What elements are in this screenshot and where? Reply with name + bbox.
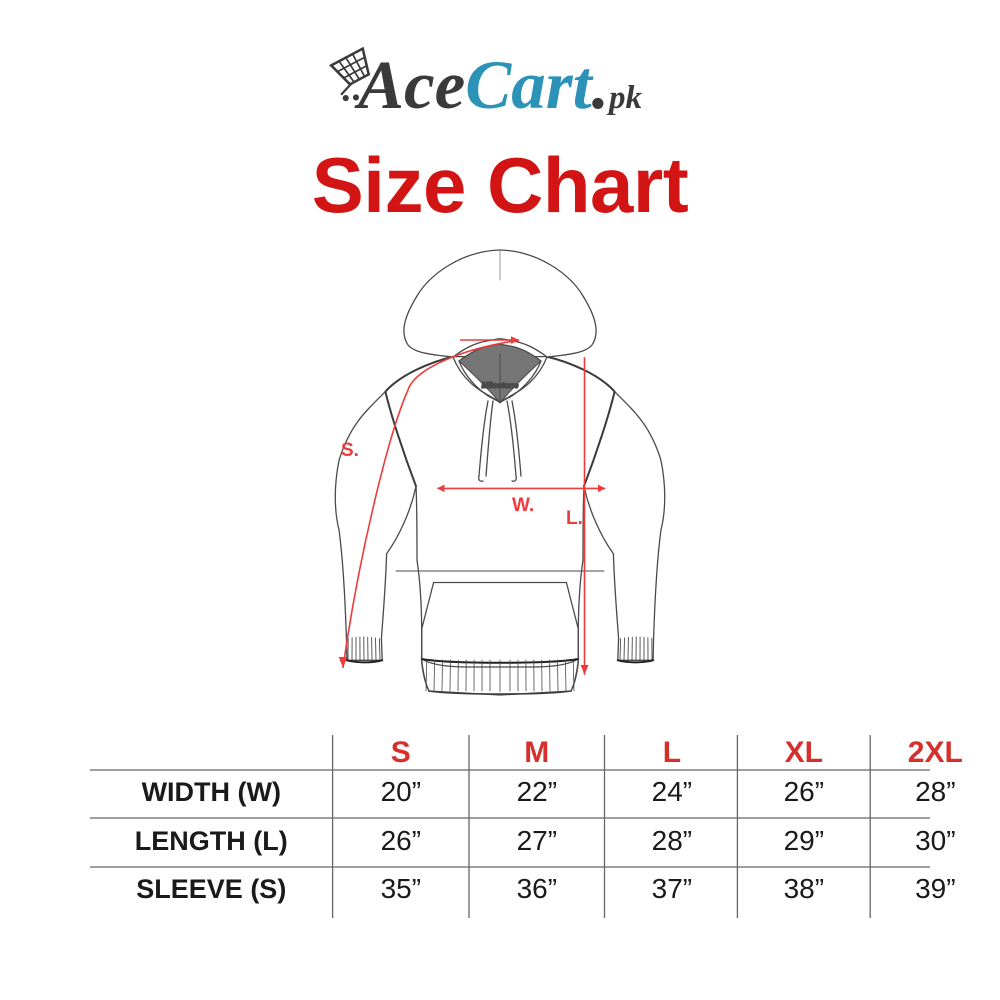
svg-text:37”: 37” <box>652 873 692 904</box>
svg-text:26”: 26” <box>784 776 824 807</box>
svg-text:35”: 35” <box>381 873 421 904</box>
svg-text:27”: 27” <box>517 825 557 856</box>
svg-text:L.: L. <box>566 508 583 529</box>
svg-text:26”: 26” <box>381 825 421 856</box>
svg-text:22”: 22” <box>517 776 557 807</box>
svg-text:38”: 38” <box>784 873 824 904</box>
svg-text:28”: 28” <box>652 825 692 856</box>
svg-text:29”: 29” <box>784 825 824 856</box>
svg-text:M: M <box>524 736 549 769</box>
svg-text:XL: XL <box>785 736 823 769</box>
svg-text:W.: W. <box>512 495 534 516</box>
svg-text:36”: 36” <box>517 873 557 904</box>
svg-text:30”: 30” <box>915 825 955 856</box>
svg-text:L: L <box>663 736 681 769</box>
svg-text:SLEEVE (S): SLEEVE (S) <box>136 874 286 904</box>
svg-text:S: S <box>391 736 411 769</box>
svg-text:39”: 39” <box>915 873 955 904</box>
svg-text:24”: 24” <box>652 776 692 807</box>
svg-text:2XL: 2XL <box>908 736 963 769</box>
svg-text:Milestone: Milestone <box>482 381 519 390</box>
svg-text:20”: 20” <box>381 776 421 807</box>
svg-text:28”: 28” <box>915 776 955 807</box>
svg-text:LENGTH (L): LENGTH (L) <box>135 826 288 856</box>
svg-text:S.: S. <box>341 440 359 461</box>
svg-text:WIDTH (W): WIDTH (W) <box>142 777 281 807</box>
